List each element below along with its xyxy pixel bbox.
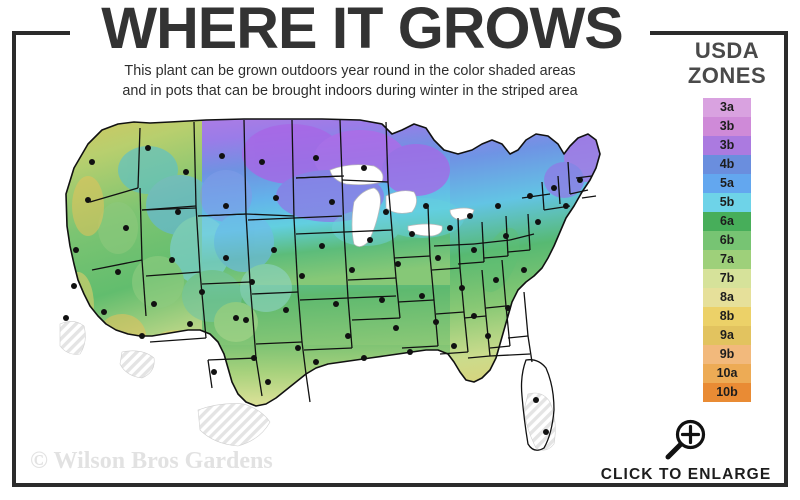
zone-swatch-7b-9: 7b	[703, 269, 751, 288]
legend-title: USDA ZONES	[672, 38, 782, 88]
zone-swatch-3a-0: 3a	[703, 98, 751, 117]
striped-indoor-regions	[59, 321, 556, 451]
state-borders	[65, 118, 601, 451]
magnifier-plus-icon[interactable]	[662, 418, 710, 462]
click-to-enlarge-control[interactable]: CLICK TO ENLARGE	[600, 418, 772, 484]
legend-title-line-2: ZONES	[687, 63, 767, 88]
usda-zone-map[interactable]	[30, 110, 650, 460]
zone-swatch-10b-15: 10b	[703, 383, 751, 402]
zone-swatch-list: 3a 3b 3b 4b 5a 5b 6a 6b 7a 7b 8a 8b 9a 9b 10a 10b	[703, 98, 751, 402]
frame-border-top-left	[12, 31, 70, 35]
city-dots	[63, 145, 583, 435]
frame-border-left	[12, 31, 16, 487]
zone-swatch-3b-1: 3b	[703, 117, 751, 136]
zone-swatch-9b-13: 9b	[703, 345, 751, 364]
subtitle-line-1: This plant can be grown outdoors year ro…	[124, 63, 576, 79]
legend-title-line-1: USDA	[694, 38, 760, 63]
zone-swatch-10a-14: 10a	[703, 364, 751, 383]
zone-swatch-6b-7: 6b	[703, 231, 751, 250]
zone-swatch-7a-8: 7a	[703, 250, 751, 269]
frame-border-top-right	[650, 31, 788, 35]
click-to-enlarge-label[interactable]: CLICK TO ENLARGE	[600, 466, 772, 483]
usda-zones-legend: USDA ZONES 3a 3b 3b 4b 5a 5b 6a 6b 7a 7b 8a 8b 9a 9b 1…	[672, 38, 782, 402]
subtitle-line-2: and in pots that can be brought indoors …	[122, 82, 578, 99]
zone-swatch-5b-5: 5b	[703, 193, 751, 212]
striped-area-south-texas	[197, 403, 271, 447]
page-title: WHERE IT GROWS	[101, 0, 623, 61]
watermark-credit: © Wilson Bros Gardens	[30, 448, 273, 474]
zone-swatch-3b-2: 3b	[703, 136, 751, 155]
zone-swatch-4b-3: 4b	[703, 155, 751, 174]
zone-swatch-8a-10: 8a	[703, 288, 751, 307]
zone-swatch-6a-6: 6a	[703, 212, 751, 231]
lake-huron	[385, 190, 417, 214]
zone-swatch-9a-12: 9a	[703, 326, 751, 345]
striped-area-south-florida	[523, 392, 556, 451]
zone-swatch-8b-11: 8b	[703, 307, 751, 326]
frame-border-right	[784, 31, 788, 487]
zone-swatch-5a-4: 5a	[703, 174, 751, 193]
map-svg[interactable]	[30, 110, 650, 460]
striped-area-desert-southwest	[119, 350, 155, 379]
page-subtitle: This plant can be grown outdoors year ro…	[40, 62, 660, 101]
striped-area-southern-california	[59, 321, 86, 355]
frame-border-bottom	[12, 483, 788, 487]
